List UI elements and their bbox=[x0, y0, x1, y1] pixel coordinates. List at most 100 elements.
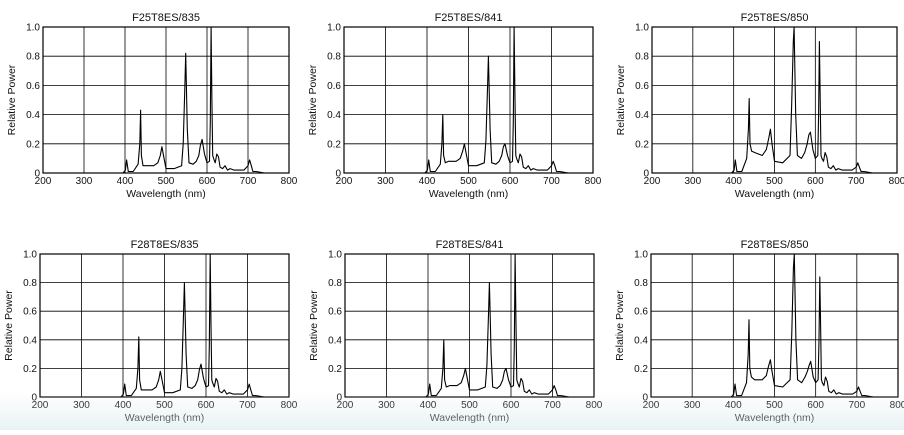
x-tick-label: 400 bbox=[420, 400, 437, 411]
x-tick-label: 200 bbox=[35, 176, 52, 187]
y-tick-label: 0.8 bbox=[635, 52, 649, 63]
y-tick-label: 0.6 bbox=[327, 81, 341, 92]
x-tick-label: 700 bbox=[544, 400, 561, 411]
x-axis-label: Wavelength (nm) bbox=[429, 188, 509, 200]
x-tick-label: 400 bbox=[117, 176, 134, 187]
y-tick-label: 0.2 bbox=[26, 139, 40, 150]
plot-frame bbox=[343, 26, 594, 174]
plot-frame bbox=[42, 26, 290, 174]
y-tick-label: 0 bbox=[335, 169, 341, 180]
x-tick-label: 400 bbox=[115, 400, 132, 411]
y-tick-label: 0 bbox=[643, 169, 649, 180]
x-tick-label: 700 bbox=[543, 176, 560, 187]
spectrum-line bbox=[731, 26, 881, 174]
x-tick-label: 400 bbox=[419, 176, 436, 187]
y-tick-label: 0.8 bbox=[634, 278, 648, 289]
y-axis-label: Relative Power bbox=[615, 64, 627, 135]
y-tick-label: 0.2 bbox=[327, 139, 341, 150]
y-tick-label: 0.6 bbox=[328, 307, 342, 318]
x-tick-label: 800 bbox=[281, 176, 298, 187]
y-tick-label: 1.0 bbox=[634, 250, 648, 261]
chart-title: F28T8ES/850 bbox=[741, 239, 809, 251]
chart-title: F25T8ES/835 bbox=[132, 12, 200, 24]
spectrum-line bbox=[120, 253, 273, 398]
y-tick-label: 0.4 bbox=[23, 335, 37, 346]
x-tick-label: 600 bbox=[807, 400, 824, 411]
y-tick-label: 0.6 bbox=[23, 307, 37, 318]
x-tick-label: 700 bbox=[239, 400, 256, 411]
x-axis-label: Wavelength (nm) bbox=[125, 412, 205, 424]
y-tick-label: 0.8 bbox=[26, 52, 40, 63]
chart-title: F25T8ES/850 bbox=[741, 12, 809, 24]
x-axis-label: Wavelength (nm) bbox=[735, 412, 815, 424]
x-tick-label: 300 bbox=[377, 176, 394, 187]
x-tick-label: 800 bbox=[585, 176, 602, 187]
plot-frame bbox=[651, 26, 898, 174]
y-tick-label: 0.6 bbox=[635, 81, 649, 92]
spectrum-line bbox=[425, 253, 578, 398]
x-axis-label: Wavelength (nm) bbox=[430, 412, 510, 424]
x-tick-label: 700 bbox=[848, 400, 865, 411]
y-tick-label: 0.2 bbox=[635, 139, 649, 150]
y-axis-label: Relative Power bbox=[308, 290, 320, 361]
y-tick-label: 0.4 bbox=[634, 335, 648, 346]
x-tick-label: 400 bbox=[725, 400, 742, 411]
x-tick-label: 600 bbox=[503, 400, 520, 411]
y-axis-label: Relative Power bbox=[614, 290, 626, 361]
spectrum-line bbox=[424, 26, 577, 174]
y-tick-label: 0 bbox=[336, 393, 342, 404]
x-tick-label: 600 bbox=[807, 176, 824, 187]
y-tick-label: 0.2 bbox=[634, 364, 648, 375]
y-tick-label: 0.4 bbox=[327, 110, 341, 121]
x-tick-label: 800 bbox=[890, 400, 904, 411]
x-tick-label: 500 bbox=[766, 400, 783, 411]
y-tick-label: 1.0 bbox=[23, 250, 37, 261]
y-tick-label: 0.2 bbox=[328, 364, 342, 375]
x-tick-label: 300 bbox=[76, 176, 93, 187]
y-axis-label: Relative Power bbox=[3, 290, 15, 361]
y-tick-label: 1.0 bbox=[327, 23, 341, 34]
y-tick-label: 0.4 bbox=[635, 110, 649, 121]
y-axis-label: Relative Power bbox=[307, 64, 319, 135]
x-tick-label: 300 bbox=[684, 176, 701, 187]
x-tick-label: 500 bbox=[766, 176, 783, 187]
y-tick-label: 0 bbox=[642, 393, 648, 404]
y-tick-label: 1.0 bbox=[26, 23, 40, 34]
x-tick-label: 300 bbox=[73, 400, 90, 411]
y-tick-label: 0.8 bbox=[327, 52, 341, 63]
chart-title: F28T8ES/835 bbox=[131, 239, 199, 251]
x-tick-label: 500 bbox=[156, 400, 173, 411]
x-tick-label: 800 bbox=[889, 176, 904, 187]
x-tick-label: 300 bbox=[378, 400, 395, 411]
x-tick-label: 200 bbox=[336, 176, 353, 187]
y-tick-label: 0.6 bbox=[634, 307, 648, 318]
x-axis-label: Wavelength (nm) bbox=[735, 188, 815, 200]
y-tick-label: 0.6 bbox=[26, 81, 40, 92]
x-tick-label: 600 bbox=[199, 176, 216, 187]
x-tick-label: 600 bbox=[502, 176, 519, 187]
x-tick-label: 400 bbox=[725, 176, 742, 187]
chart-title: F28T8ES/841 bbox=[436, 239, 504, 251]
y-tick-label: 0.8 bbox=[328, 278, 342, 289]
x-tick-label: 500 bbox=[461, 400, 478, 411]
x-tick-label: 700 bbox=[848, 176, 865, 187]
spectrum-line bbox=[730, 253, 882, 398]
x-tick-label: 800 bbox=[281, 400, 298, 411]
y-tick-label: 0.4 bbox=[26, 110, 40, 121]
chart-2: F25T8ES/841 200 300 400 500 600 700 800 0 0.2 0.4 0… bbox=[307, 12, 602, 200]
y-tick-label: 0 bbox=[31, 393, 37, 404]
y-tick-label: 0.2 bbox=[23, 364, 37, 375]
x-tick-label: 700 bbox=[240, 176, 257, 187]
y-axis-label: Relative Power bbox=[6, 64, 18, 135]
chart-3: F25T8ES/850 200 300 400 500 600 700 800 0 0.2 0.4 0… bbox=[615, 12, 904, 200]
y-tick-label: 0.8 bbox=[23, 278, 37, 289]
x-axis-label: Wavelength (nm) bbox=[126, 188, 206, 200]
y-tick-label: 1.0 bbox=[328, 250, 342, 261]
chart-title: F25T8ES/841 bbox=[435, 12, 503, 24]
y-tick-label: 0 bbox=[34, 169, 40, 180]
spectrum-line bbox=[122, 26, 273, 174]
